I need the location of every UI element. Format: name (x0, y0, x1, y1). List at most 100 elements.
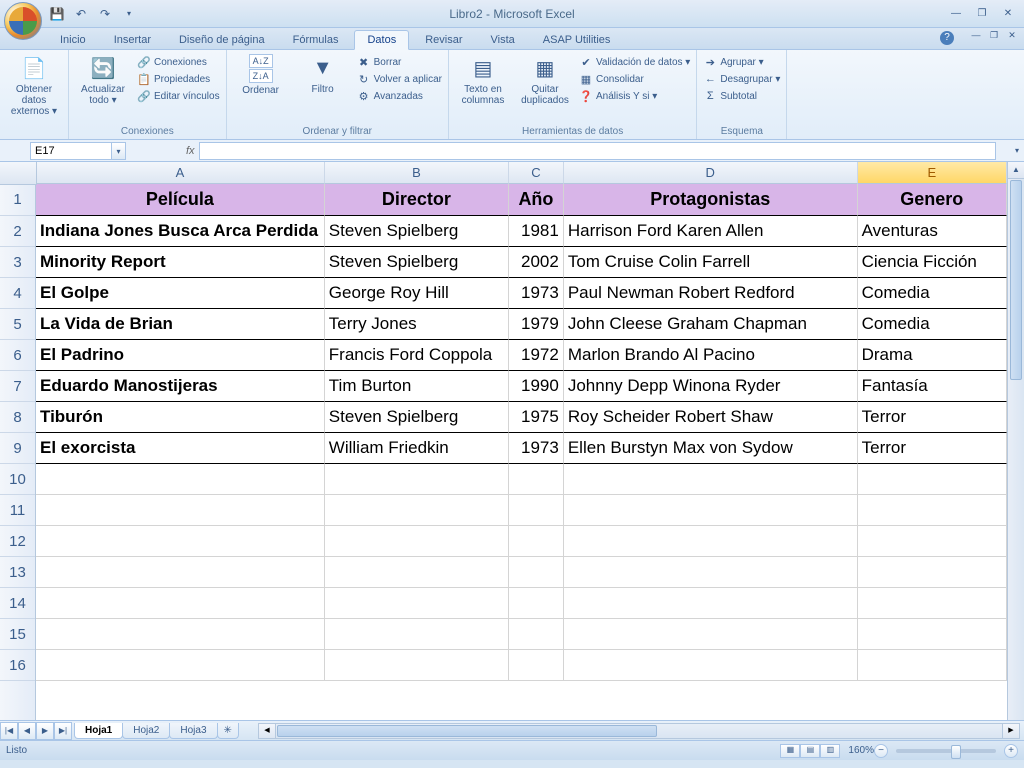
cell[interactable]: Roy Scheider Robert Shaw (564, 402, 858, 433)
cell[interactable] (564, 588, 858, 619)
view-layout[interactable]: ▤ (800, 744, 820, 758)
cell[interactable] (36, 588, 325, 619)
ribbon-obtener-datos-externos-[interactable]: 📄Obtener datos externos ▾ (4, 52, 64, 119)
ribbon-volver-a-aplicar[interactable]: ↻Volver a aplicar (355, 71, 444, 87)
row-header-1[interactable]: 1 (0, 184, 35, 216)
header-cell[interactable]: Genero (858, 184, 1007, 216)
sheet-nav-next[interactable]: ▶ (36, 722, 54, 740)
cell[interactable]: 1972 (509, 340, 564, 371)
vertical-scroll-thumb[interactable] (1010, 180, 1022, 380)
tab-diseño-de-página[interactable]: Diseño de página (167, 31, 277, 49)
save-icon[interactable]: 💾 (48, 5, 66, 23)
cell[interactable]: El Golpe (36, 278, 325, 309)
cell[interactable] (509, 526, 564, 557)
cell[interactable]: Aventuras (858, 216, 1007, 247)
row-header-3[interactable]: 3 (0, 247, 35, 278)
cell[interactable] (509, 588, 564, 619)
column-header-A[interactable]: A (36, 162, 325, 184)
cell[interactable]: Tom Cruise Colin Farrell (564, 247, 858, 278)
tab-revisar[interactable]: Revisar (413, 31, 474, 49)
vertical-scrollbar[interactable] (1007, 162, 1024, 720)
sheet-tab-hoja2[interactable]: Hoja2 (122, 723, 170, 739)
cell[interactable]: Comedia (858, 309, 1007, 340)
formula-bar[interactable] (199, 142, 996, 160)
cell[interactable] (509, 650, 564, 681)
tab-asap-utilities[interactable]: ASAP Utilities (531, 31, 623, 49)
row-header-13[interactable]: 13 (0, 557, 35, 588)
cell[interactable] (36, 619, 325, 650)
cell[interactable]: Fantasía (858, 371, 1007, 402)
cell[interactable] (36, 557, 325, 588)
view-pagebreak[interactable]: ▥ (820, 744, 840, 758)
ribbon-actualizar-todo-[interactable]: 🔄Actualizar todo ▾ (73, 52, 133, 108)
new-sheet-button[interactable]: ✳ (217, 723, 239, 739)
formula-bar-expand[interactable]: ▾ (1010, 146, 1024, 155)
cell[interactable] (564, 557, 858, 588)
sheet-tab-hoja3[interactable]: Hoja3 (169, 723, 217, 739)
column-header-D[interactable]: D (564, 162, 858, 184)
cell[interactable]: Terror (858, 402, 1007, 433)
zoom-out[interactable]: − (874, 744, 888, 758)
view-normal[interactable]: ▦ (780, 744, 800, 758)
cell[interactable] (36, 526, 325, 557)
cell[interactable] (858, 464, 1007, 495)
tab-fórmulas[interactable]: Fórmulas (281, 31, 351, 49)
ribbon-propiedades[interactable]: 📋Propiedades (135, 71, 222, 87)
office-button[interactable] (4, 2, 42, 40)
row-header-10[interactable]: 10 (0, 464, 35, 495)
cell[interactable]: Indiana Jones Busca Arca Perdida (36, 216, 325, 247)
cell[interactable] (325, 526, 509, 557)
ribbon-an-lisis-y-si-[interactable]: ❓Análisis Y si ▾ (577, 88, 692, 104)
cell[interactable]: Terry Jones (325, 309, 509, 340)
row-header-6[interactable]: 6 (0, 340, 35, 371)
ribbon-ordenar[interactable]: A↓ZZ↓AOrdenar (231, 52, 291, 98)
cell[interactable] (325, 619, 509, 650)
mdi-minimize[interactable]: — (968, 30, 984, 44)
redo-icon[interactable]: ↷ (96, 5, 114, 23)
cell[interactable] (564, 526, 858, 557)
mdi-close[interactable]: ✕ (1004, 30, 1020, 44)
cell[interactable]: 1981 (509, 216, 564, 247)
column-header-C[interactable]: C (509, 162, 564, 184)
cell[interactable]: Harrison Ford Karen Allen (564, 216, 858, 247)
cell[interactable]: Francis Ford Coppola (325, 340, 509, 371)
cell[interactable]: Ciencia Ficción (858, 247, 1007, 278)
cell[interactable] (564, 464, 858, 495)
cell[interactable]: George Roy Hill (325, 278, 509, 309)
header-cell[interactable]: Director (325, 184, 509, 216)
cell[interactable]: Paul Newman Robert Redford (564, 278, 858, 309)
ribbon-avanzadas[interactable]: ⚙Avanzadas (355, 88, 444, 104)
cell[interactable] (325, 464, 509, 495)
row-header-8[interactable]: 8 (0, 402, 35, 433)
ribbon-editar-v-nculos[interactable]: 🔗Editar vínculos (135, 88, 222, 104)
cell[interactable]: Tiburón (36, 402, 325, 433)
cell[interactable]: Drama (858, 340, 1007, 371)
cell[interactable] (858, 619, 1007, 650)
minimize-button[interactable]: — (944, 6, 968, 22)
cell[interactable]: Steven Spielberg (325, 247, 509, 278)
zoom-slider[interactable] (896, 749, 996, 753)
ribbon-texto-en-columnas[interactable]: ▤Texto en columnas (453, 52, 513, 108)
row-header-5[interactable]: 5 (0, 309, 35, 340)
close-button[interactable]: ✕ (996, 6, 1020, 22)
cell[interactable] (564, 495, 858, 526)
cell[interactable] (858, 650, 1007, 681)
cell[interactable]: El exorcista (36, 433, 325, 464)
ribbon-desagrupar-[interactable]: ←Desagrupar ▾ (701, 71, 782, 87)
row-header-16[interactable]: 16 (0, 650, 35, 681)
sheet-nav-prev[interactable]: ◀ (18, 722, 36, 740)
help-icon[interactable]: ? (940, 31, 954, 45)
row-header-9[interactable]: 9 (0, 433, 35, 464)
cell[interactable]: Terror (858, 433, 1007, 464)
ribbon-quitar-duplicados[interactable]: ▦Quitar duplicados (515, 52, 575, 108)
header-cell[interactable]: Año (509, 184, 564, 216)
cell[interactable]: John Cleese Graham Chapman (564, 309, 858, 340)
row-header-4[interactable]: 4 (0, 278, 35, 309)
tab-datos[interactable]: Datos (354, 30, 409, 50)
tab-inicio[interactable]: Inicio (48, 31, 98, 49)
cell[interactable] (509, 557, 564, 588)
cell[interactable] (36, 650, 325, 681)
cell[interactable] (564, 619, 858, 650)
zoom-in[interactable]: + (1004, 744, 1018, 758)
name-box-dropdown[interactable]: ▾ (112, 142, 126, 160)
